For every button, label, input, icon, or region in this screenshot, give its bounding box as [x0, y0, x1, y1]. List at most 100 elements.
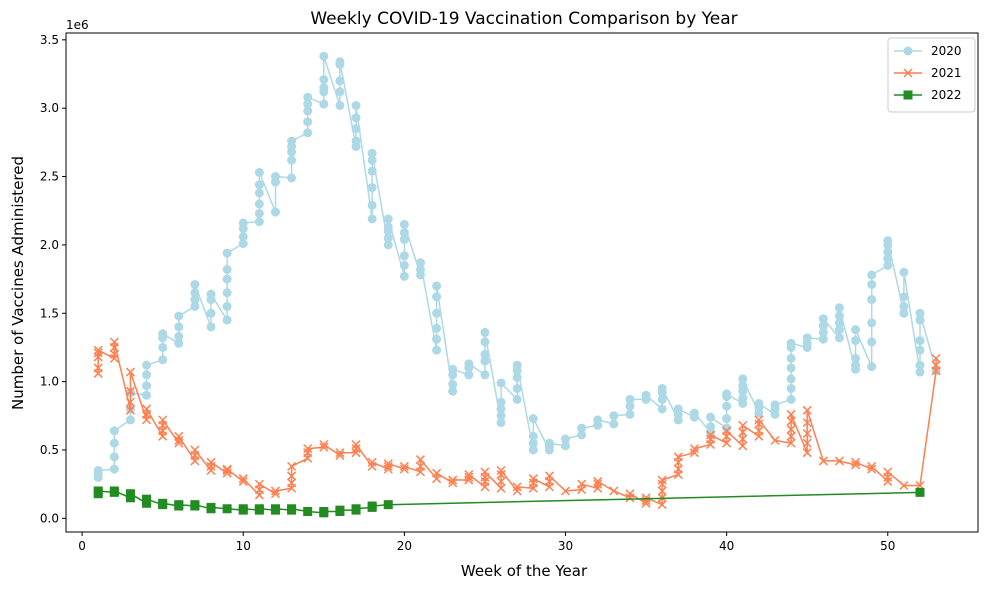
- data-point: [464, 472, 474, 482]
- data-point: [786, 363, 796, 373]
- data-point: [335, 100, 345, 110]
- data-point: [238, 218, 248, 228]
- data-point: [109, 452, 119, 462]
- data-point: [367, 457, 377, 467]
- data-point: [512, 360, 522, 370]
- data-point: [125, 405, 135, 415]
- data-point: [496, 483, 506, 493]
- data-point: [512, 482, 522, 492]
- data-point: [528, 414, 538, 424]
- data-point: [351, 113, 361, 123]
- data-point: [480, 356, 490, 366]
- data-point: [254, 217, 264, 227]
- data-point: [415, 258, 425, 268]
- data-point: [480, 467, 490, 477]
- data-point: [174, 311, 184, 321]
- data-point: [206, 502, 216, 512]
- data-point: [754, 426, 764, 436]
- x-tick-label: 0: [78, 539, 86, 553]
- data-point: [705, 430, 716, 440]
- data-point: [834, 318, 844, 328]
- y-tick-label: 0.5: [40, 443, 59, 457]
- data-point: [415, 265, 425, 275]
- data-point: [867, 270, 877, 280]
- data-point: [903, 68, 913, 78]
- data-point: [432, 345, 442, 355]
- data-point: [561, 441, 571, 451]
- data-point: [399, 260, 409, 270]
- series-2022: [93, 486, 925, 518]
- data-point: [657, 383, 667, 393]
- data-point: [287, 136, 297, 146]
- y-tick-label: 2.5: [40, 170, 59, 184]
- data-point: [142, 370, 152, 380]
- data-point: [577, 423, 587, 433]
- data-point: [496, 411, 506, 421]
- plot-frame: [65, 32, 979, 533]
- data-point: [158, 498, 168, 508]
- data-point: [609, 486, 619, 496]
- data-point: [303, 448, 313, 458]
- data-point: [593, 476, 603, 486]
- data-point: [802, 429, 812, 439]
- data-point: [254, 188, 264, 198]
- data-point: [464, 359, 474, 369]
- data-point: [512, 394, 522, 404]
- data-point: [190, 500, 200, 510]
- data-point: [561, 434, 571, 444]
- data-point: [834, 311, 844, 321]
- y-axis-title: Number of Vaccines Administered: [9, 156, 27, 410]
- data-point: [125, 397, 135, 407]
- data-point: [190, 295, 200, 305]
- data-point: [125, 367, 135, 377]
- data-point: [415, 455, 426, 465]
- data-point: [480, 337, 490, 347]
- data-point: [867, 318, 877, 328]
- data-point: [786, 409, 796, 419]
- data-point: [303, 99, 313, 109]
- data-point: [319, 442, 329, 452]
- data-point: [222, 464, 232, 474]
- data-point: [496, 378, 506, 388]
- data-point: [93, 486, 103, 496]
- data-point: [254, 180, 264, 190]
- data-point: [786, 374, 796, 384]
- data-point: [399, 228, 409, 238]
- data-point: [899, 267, 909, 277]
- data-point: [496, 418, 506, 428]
- data-point: [319, 506, 329, 516]
- data-point: [432, 323, 442, 333]
- data-point: [303, 506, 313, 516]
- data-point: [706, 412, 716, 422]
- data-point: [383, 222, 393, 232]
- data-point: [464, 470, 474, 480]
- data-point: [818, 321, 828, 331]
- data-point: [689, 408, 699, 418]
- x-tick-label: 50: [880, 539, 895, 553]
- data-point: [399, 271, 409, 281]
- data-point: [109, 349, 119, 359]
- data-point: [738, 381, 748, 391]
- data-point: [206, 457, 216, 467]
- data-point: [93, 352, 103, 362]
- data-point: [528, 431, 538, 441]
- data-point: [528, 445, 538, 455]
- data-point: [722, 389, 732, 399]
- data-point: [480, 327, 490, 337]
- data-point: [915, 487, 925, 497]
- data-point: [415, 461, 426, 471]
- y-tick-label: 1.5: [40, 306, 59, 320]
- data-point: [190, 445, 200, 455]
- data-point: [367, 182, 377, 192]
- data-point: [657, 475, 667, 485]
- data-point: [464, 370, 474, 380]
- legend-label: 2022: [931, 88, 962, 102]
- data-point: [560, 486, 571, 496]
- data-point: [915, 360, 925, 370]
- y-tick-label: 1.0: [40, 375, 59, 389]
- data-point: [786, 383, 796, 393]
- data-point: [496, 476, 506, 486]
- data-point: [448, 478, 458, 488]
- legend-label: 2020: [931, 44, 962, 58]
- data-point: [625, 409, 635, 419]
